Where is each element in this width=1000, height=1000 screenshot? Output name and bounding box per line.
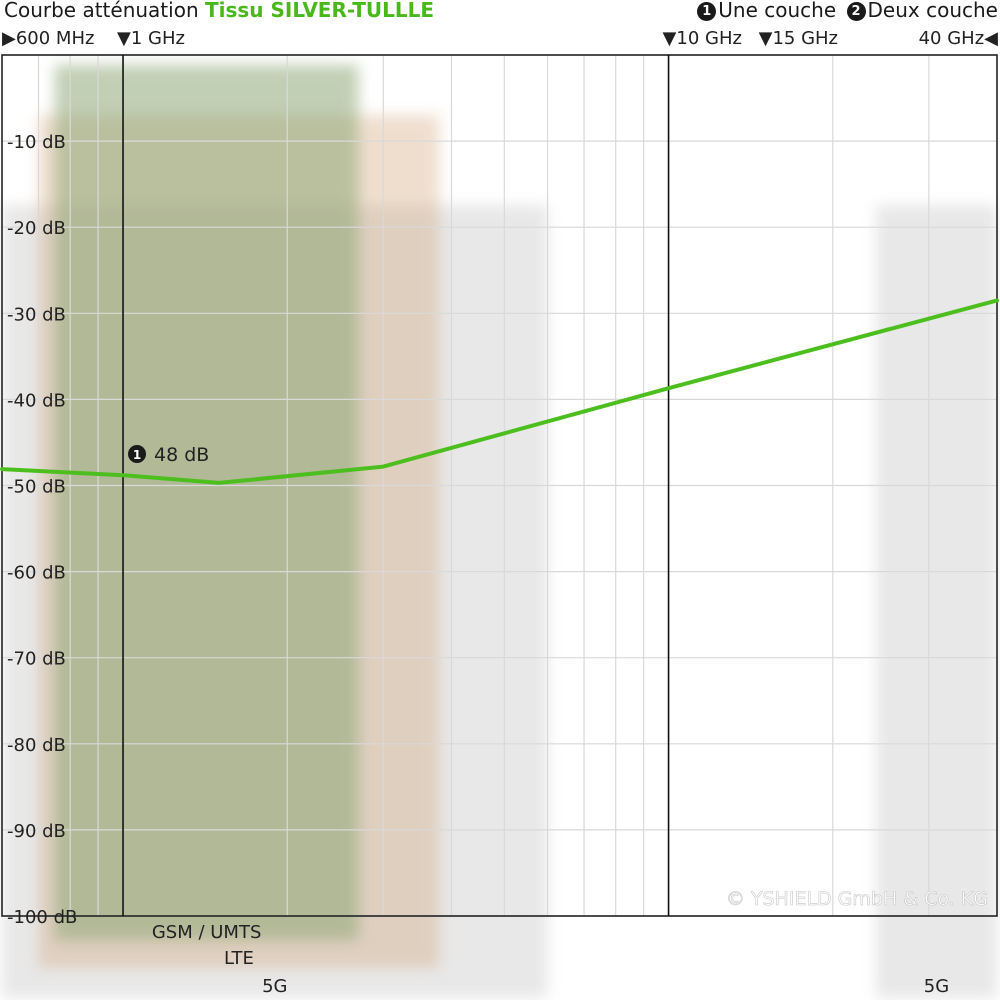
y-tick-label: -90 dB <box>7 821 66 842</box>
freq-marker-label: 40 GHz◀ <box>919 28 999 49</box>
band-labels: GSM / UMTS LTE 5G 5G <box>152 922 949 997</box>
attenuation-curve-line <box>0 298 999 485</box>
y-tick-label: -100 dB <box>7 907 77 928</box>
annotation-value-label: 48 dB <box>154 444 209 466</box>
freq-marker-label: ▼10 GHz <box>663 28 742 49</box>
y-tick-label: -20 dB <box>7 218 66 239</box>
legend-label-two-layers: Deux couche <box>867 0 998 22</box>
chart-legend: 1 Une couche 2 Deux couche <box>697 0 998 22</box>
annotation-marker-number: 1 <box>133 448 141 462</box>
band-gsm-umts <box>54 65 359 940</box>
chart-title-prefix: Courbe atténuation <box>4 0 199 22</box>
legend-marker-1: 1 <box>697 2 717 21</box>
freq-marker-label: ▶600 MHz <box>2 28 94 49</box>
y-tick-label: -40 dB <box>7 390 66 411</box>
chart-grid <box>1 54 998 917</box>
frequency-marker-lines <box>122 55 670 916</box>
chart-annotations: 1 48 dB <box>128 444 209 466</box>
y-axis-tick-labels: -10 dB -20 dB -30 dB -40 dB -50 dB -60 dB -70 … <box>7 132 77 928</box>
legend-item-one-layer: 1 Une couche <box>697 0 836 22</box>
band-label: GSM / UMTS <box>152 922 262 943</box>
y-tick-label: -80 dB <box>7 735 66 756</box>
legend-marker-2: 2 <box>846 2 866 21</box>
y-tick-label: -50 dB <box>7 477 66 498</box>
y-tick-label: -70 dB <box>7 649 66 670</box>
chart-title-product: Tissu SILVER-TULLLE <box>204 0 435 22</box>
band-5g <box>875 205 997 998</box>
freq-marker-label: ▼1 GHz <box>117 28 185 49</box>
freq-marker-label: ▼15 GHz <box>759 28 838 49</box>
annotation-marker-circle <box>128 445 147 463</box>
frequency-marker-labels: ▶600 MHz ▼1 GHz ▼10 GHz ▼15 GHz 40 GHz◀ <box>2 28 998 49</box>
band-label: 5G <box>262 976 287 997</box>
legend-item-two-layers: 2 Deux couche <box>846 0 998 22</box>
y-tick-label: -30 dB <box>7 304 66 325</box>
chart-title: Courbe atténuation Tissu SILVER-TULLLE <box>4 0 434 22</box>
band-label: LTE <box>224 948 254 969</box>
legend-label-one-layer: Une couche <box>718 0 837 22</box>
plot-frame <box>1 54 998 917</box>
band-label: 5G <box>924 976 949 997</box>
copyright-watermark: © YSHIELD GmbH & Co. KG <box>726 888 988 910</box>
attenuation-series <box>0 298 999 485</box>
y-tick-label: -10 dB <box>7 132 66 153</box>
y-tick-label: -60 dB <box>7 563 66 584</box>
frequency-bands <box>2 65 997 998</box>
